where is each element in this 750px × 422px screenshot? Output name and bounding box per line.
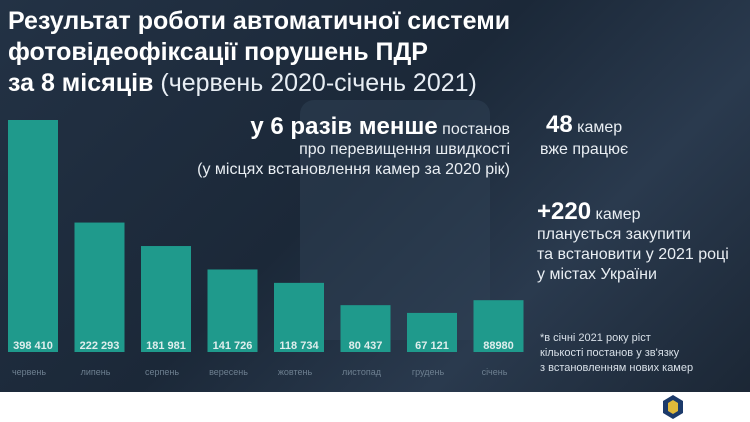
bar (141, 246, 191, 352)
bar (274, 282, 324, 352)
annotation: +220 камер планується закупити та встано… (537, 200, 729, 285)
bar (207, 269, 258, 352)
x-tick-label: листопад (342, 367, 382, 377)
text: постанов (442, 121, 510, 138)
text: (у місцях встановлення камер за 2020 рік… (197, 161, 510, 178)
text: вже працює (540, 141, 629, 158)
x-tick-label: грудень (412, 367, 445, 377)
x-tick-label: жовтень (278, 367, 313, 377)
title: Результат роботи автоматичної системи фо… (8, 6, 510, 99)
value-label: 222 293 (80, 340, 120, 352)
highlight: +220 (537, 198, 592, 225)
x-tick-label: червень (12, 367, 46, 377)
x-tick-label: січень (482, 367, 508, 377)
text: у містах України (537, 266, 657, 283)
text: камер (577, 119, 623, 136)
bar (473, 300, 524, 352)
value-label: 88980 (483, 340, 514, 352)
title-line: Результат роботи автоматичної системи (8, 7, 511, 35)
value-label: 118 734 (279, 340, 319, 352)
x-tick-label: вересень (209, 367, 248, 377)
text: з встановленням нових камер (540, 362, 694, 374)
annotation: 48 камер вже працює (540, 111, 629, 161)
highlight: 48 (545, 111, 573, 138)
annotation: у 6 разів менше постанов про перевищення… (197, 115, 510, 180)
text: планується закупити (537, 226, 691, 243)
text: камер (595, 206, 641, 223)
subtitle: (червень 2020-січень 2021) (160, 69, 477, 97)
logo-emblem (663, 395, 683, 419)
footer-strip (0, 392, 750, 422)
value-label: 181 981 (146, 340, 186, 352)
value-label: 398 410 (13, 340, 53, 352)
value-label: 67 121 (415, 340, 449, 352)
value-label: 141 726 (213, 340, 253, 352)
bar (407, 312, 457, 352)
bar (74, 222, 125, 352)
x-tick-label: серпень (145, 367, 179, 377)
highlight: у 6 разів менше (250, 113, 438, 140)
text: *в січні 2021 року ріст (540, 332, 651, 344)
footnote: *в січні 2021 року ріст кількості постан… (540, 331, 693, 376)
background-sign (300, 100, 490, 340)
text: про перевищення швидкості (299, 141, 510, 158)
x-tick-label: липень (81, 367, 111, 377)
title-line: фотовідеофіксації порушень ПДР (8, 38, 428, 66)
text: кількості постанов у зв'язку (540, 347, 680, 359)
bar (340, 305, 391, 352)
text: та встановити у 2021 році (537, 246, 729, 263)
bar (8, 120, 58, 352)
value-label: 80 437 (349, 340, 383, 352)
title-line: за 8 місяців (8, 69, 154, 97)
